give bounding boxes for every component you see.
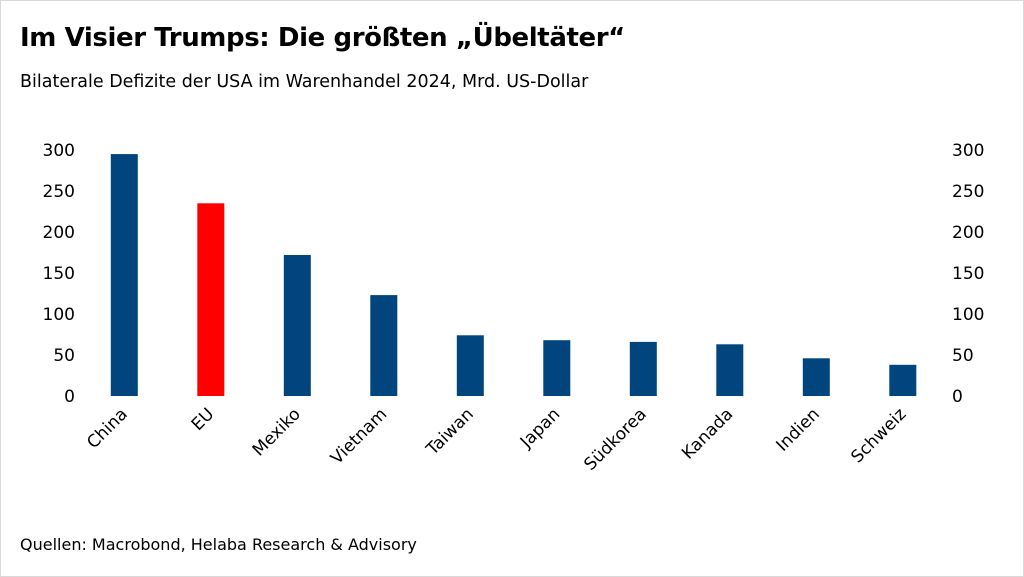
bar-schweiz (889, 364, 917, 396)
bar-mexiko (283, 255, 311, 396)
y-tick-label-right: 250 (952, 182, 984, 202)
y-tick-label-right: 300 (952, 141, 984, 161)
bar-china (110, 154, 138, 396)
y-tick-label-right: 150 (952, 264, 984, 284)
y-tick-label-left: 300 (43, 141, 75, 161)
bar-südkorea (629, 341, 657, 396)
bar-chart: 0 0 50 50 100 100 150 150 200 200 250 250 300 300 Chin… (43, 141, 985, 475)
x-tick-label: Schweiz (847, 404, 910, 467)
x-tick-label: EU (188, 404, 219, 435)
bar-indien (802, 358, 830, 396)
bar-eu (197, 203, 225, 396)
x-tick-label: Vietnam (327, 404, 391, 468)
x-tick-label: Mexiko (249, 404, 305, 460)
y-tick-label-left: 200 (43, 223, 75, 243)
x-tick-label: Kanada (678, 404, 737, 463)
chart-subtitle: Bilaterale Defizite der USA im Warenhand… (20, 72, 589, 92)
bar-japan (543, 340, 571, 396)
bar-vietnam (370, 295, 398, 396)
y-tick-label-left: 0 (64, 387, 75, 407)
y-tick-label-left: 250 (43, 182, 75, 202)
y-tick-label-right: 200 (952, 223, 984, 243)
x-tick-label: Taiwan (422, 404, 478, 460)
bar-kanada (716, 344, 744, 396)
y-tick-label-left: 100 (43, 305, 75, 325)
source-note: Quellen: Macrobond, Helaba Research & Ad… (20, 535, 417, 554)
y-tick-label-left: 150 (43, 264, 75, 284)
y-tick-label-left: 50 (53, 346, 75, 366)
chart-title: Im Visier Trumps: Die größten „Übeltäter… (20, 23, 625, 53)
x-tick-label: China (83, 404, 131, 452)
y-tick-label-right: 50 (952, 346, 974, 366)
x-tick-label: Südkorea (580, 404, 650, 474)
x-tick-label: Indien (772, 404, 823, 455)
y-tick-label-right: 100 (952, 305, 984, 325)
bar-taiwan (456, 335, 484, 396)
x-tick-label: Japan (516, 404, 564, 452)
y-tick-label-right: 0 (952, 387, 963, 407)
